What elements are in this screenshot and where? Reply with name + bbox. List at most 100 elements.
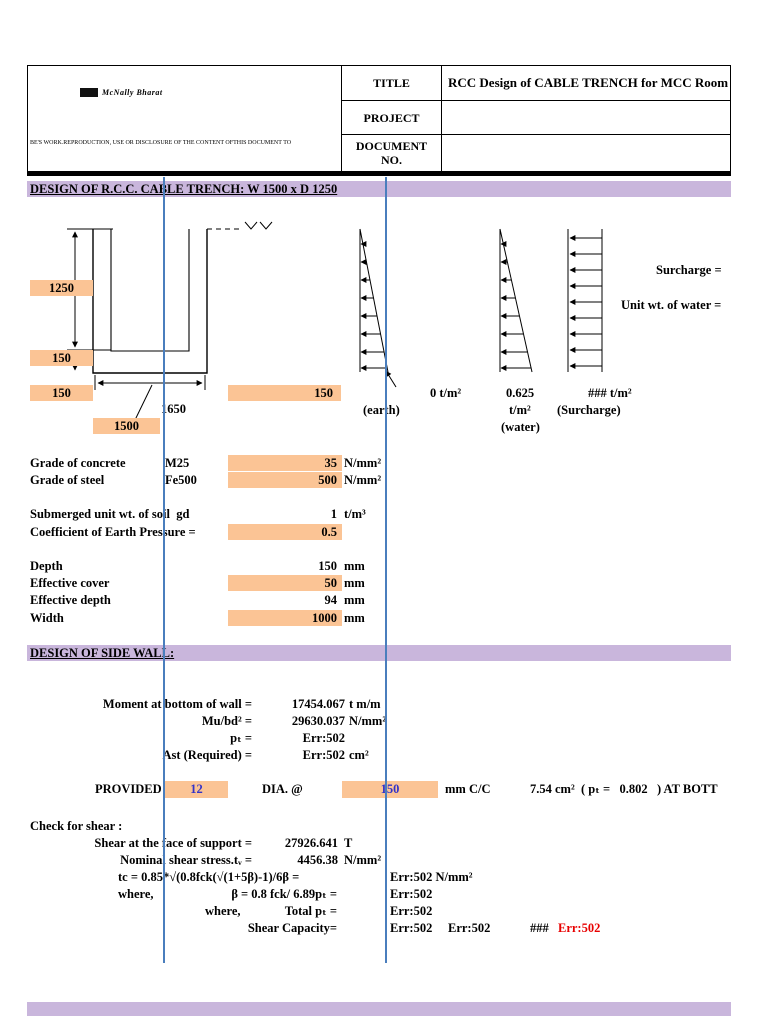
table-row: Submerged unit wt. of soil gd 1 t/m³ <box>0 506 768 523</box>
company-logo: McNally Bharat <box>80 88 163 97</box>
shear-capacity-hash: ### <box>530 921 549 935</box>
water-note: Unit wt. of water = <box>621 298 722 312</box>
row-unit: mm <box>344 559 365 573</box>
calc-row: Ast (Required) = Err:502 cm² <box>0 747 768 764</box>
shear-capacity-value-2: Err:502 <box>448 921 491 935</box>
row-unit: N/mm² <box>344 456 382 470</box>
spacing-unit: mm C/C <box>445 782 491 796</box>
row-value: 1 <box>330 507 337 521</box>
calc-row: Shear Capacity= Err:502 Err:502 ### Err:… <box>0 920 768 937</box>
row-label: Submerged unit wt. of soil gd <box>30 507 190 521</box>
calc-row: Nominal shear stress.tᵥ = 4456.38 N/mm² <box>0 852 768 869</box>
header-divider <box>27 172 731 176</box>
dim-inner-width-cell[interactable]: 1500 <box>93 418 160 434</box>
water-caption: (water) <box>501 420 540 434</box>
total-pt-label: Total pₜ = <box>284 904 337 918</box>
shear-capacity-label: Shear Capacity= <box>247 921 337 935</box>
row-value: 150 <box>318 559 337 573</box>
where-label: where, <box>205 904 241 918</box>
calc-row: pₜ = Err:502 <box>0 730 768 747</box>
shear-heading: Check for shear : <box>30 819 123 833</box>
row-label: Coefficient of Earth Pressure = <box>30 525 196 539</box>
row-label: Width <box>30 611 64 625</box>
row-unit: N/mm² <box>344 473 382 487</box>
calc-label: Shear at the face of support = <box>94 836 252 850</box>
row-unit: t/m³ <box>344 507 366 521</box>
beta-formula-label: β = 0.8 fck/ 6.89pₜ = <box>231 887 337 901</box>
row-label: Grade of steel <box>30 473 105 487</box>
dim-depth-cell[interactable]: 1250 <box>30 280 93 296</box>
section-trench-band: DESIGN OF R.C.C. CABLE TRENCH: W 1500 x … <box>27 181 731 197</box>
calc-label: Nominal shear stress.tᵥ = <box>120 853 252 867</box>
document-no-label: DOCUMENT NO. <box>341 134 441 171</box>
row-unit: mm <box>344 611 365 625</box>
dim-slab-thickness-cell[interactable]: 150 <box>30 350 93 366</box>
provided-result: 7.54 cm² ( pₜ = 0.802 ) AT BOTT <box>530 782 718 796</box>
logo-cell: McNally Bharat BE'S WORK.REPRODUCTION, U… <box>28 66 341 171</box>
calc-value: Err:502 <box>302 748 345 762</box>
calc-unit: N/mm² <box>344 853 382 867</box>
page-break-line-left <box>163 177 165 963</box>
where-label: where, <box>118 887 154 901</box>
total-pt-value: Err:502 <box>390 904 433 918</box>
calc-label: Ast (Required) = <box>162 748 252 762</box>
calc-value: Err:502 <box>302 731 345 745</box>
project-label: PROJECT <box>341 100 441 134</box>
row-grade: Fe500 <box>165 473 197 487</box>
calc-value: 29630.037 <box>291 714 345 728</box>
ground-symbol <box>207 221 273 230</box>
earth-pressure-value: 0 t/m² <box>430 386 462 400</box>
calc-row: where, β = 0.8 fck/ 6.89pₜ = Err:502 <box>0 886 768 903</box>
section-trench-title: DESIGN OF R.C.C. CABLE TRENCH: W 1500 x … <box>30 182 338 196</box>
table-row: Grade of steel Fe500 500 N/mm² <box>0 472 768 489</box>
dim-wall-center-cell[interactable]: 150 <box>228 385 341 401</box>
provided-row: PROVIDED 12 DIA. @ 150 mm C/C 7.54 cm² (… <box>0 781 768 799</box>
row-label: Effective depth <box>30 593 111 607</box>
table-row: Coefficient of Earth Pressure = 0.5 <box>0 524 768 541</box>
surcharge-pressure-diagram <box>567 229 603 372</box>
table-row: Width 1000 mm <box>0 610 768 627</box>
input-cell[interactable]: 500 <box>228 472 342 488</box>
row-value: 94 <box>324 593 338 607</box>
earth-caption: (earth) <box>363 403 400 417</box>
document-no-value <box>441 134 730 171</box>
input-cell[interactable]: 0.5 <box>228 524 342 540</box>
calc-unit: N/mm² <box>349 714 387 728</box>
calc-label: pₜ = <box>230 731 252 745</box>
surcharge-pressure-value: ### t/m² <box>588 386 632 400</box>
provided-label: PROVIDED <box>95 782 162 796</box>
trench-section <box>92 229 208 374</box>
calc-row: Mu/bd² = 29630.037 N/mm² <box>0 713 768 730</box>
row-label: Effective cover <box>30 576 110 590</box>
title-block: McNally Bharat BE'S WORK.REPRODUCTION, U… <box>27 65 731 172</box>
row-unit: mm <box>344 576 365 590</box>
row-label: Depth <box>30 559 63 573</box>
water-pressure-value: 0.625 <box>506 386 535 400</box>
calc-unit: T <box>344 836 353 850</box>
beta-value: Err:502 <box>390 887 433 901</box>
trench-diagram <box>67 221 603 421</box>
calc-unit: t m/m <box>349 697 381 711</box>
input-cell[interactable]: 50 <box>228 575 342 591</box>
water-pressure-diagram <box>499 228 533 373</box>
title-label: TITLE <box>341 66 441 100</box>
bottom-section-band <box>27 1002 731 1016</box>
section-sidewall-band: DESIGN OF SIDE WALL: <box>27 645 731 661</box>
bar-diameter-cell[interactable]: 12 <box>165 781 228 798</box>
calc-unit: cm² <box>349 748 369 762</box>
calc-value: 27926.641 <box>284 836 338 850</box>
earth-pressure-diagram <box>359 228 397 388</box>
input-cell[interactable]: 1000 <box>228 610 342 626</box>
shear-capacity-value-1: Err:502 <box>390 921 433 935</box>
surcharge-caption: (Surcharge) <box>557 403 621 417</box>
bar-spacing-cell[interactable]: 150 <box>342 781 438 798</box>
row-grade: M25 <box>165 456 190 470</box>
calc-value: 17454.067 <box>291 697 345 711</box>
tc-value: Err:502 N/mm² <box>390 870 473 884</box>
calc-label: Moment at bottom of wall = <box>102 697 252 711</box>
calc-row: Shear at the face of support = 27926.641… <box>0 835 768 852</box>
section-sidewall-title: DESIGN OF SIDE WALL: <box>30 646 175 660</box>
dim-wall-thickness-cell[interactable]: 150 <box>30 385 93 401</box>
row-unit: mm <box>344 593 365 607</box>
input-cell[interactable]: 35 <box>228 455 342 471</box>
